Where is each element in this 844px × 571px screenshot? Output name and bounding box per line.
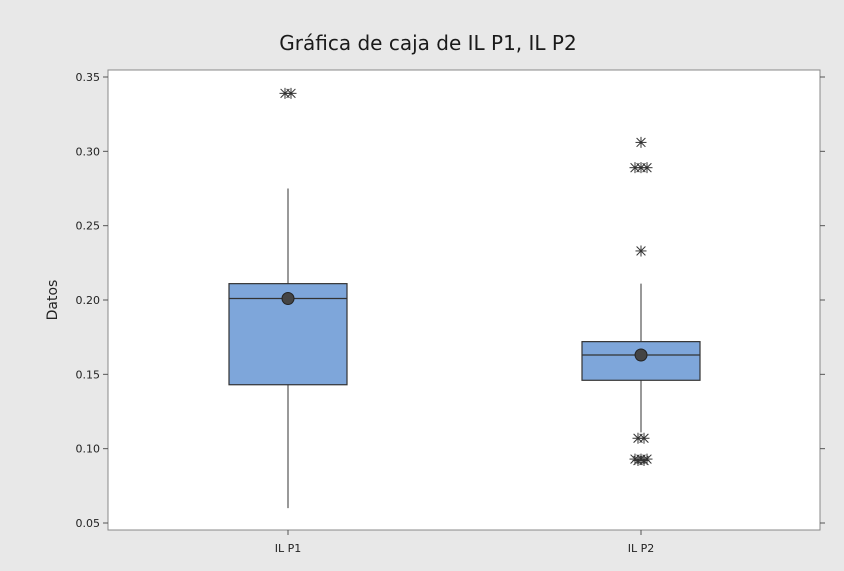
y-tick-label: 0.30 xyxy=(76,145,101,158)
outlier-point xyxy=(285,87,297,99)
outlier-point xyxy=(635,245,647,257)
outlier-point xyxy=(635,136,647,148)
outlier-point xyxy=(641,162,653,174)
chart-marks: 0.05 0.10 0.15 0.20 0.25 0.30 0.35 IL P1 IL P2 xyxy=(76,71,825,555)
mean-marker xyxy=(634,348,648,362)
mean-marker xyxy=(281,292,295,306)
box-il-p1 xyxy=(228,283,348,386)
outlier-point xyxy=(638,432,650,444)
x-tick-label: IL P1 xyxy=(275,542,302,555)
y-tick-label: 0.25 xyxy=(76,220,101,233)
plot-area xyxy=(107,69,821,531)
y-tick-label: 0.35 xyxy=(76,71,101,84)
y-tick-label: 0.10 xyxy=(76,443,101,456)
y-tick-label: 0.15 xyxy=(76,368,101,381)
x-tick-label: IL P2 xyxy=(628,542,655,555)
y-axis-label: Datos xyxy=(45,280,61,321)
chart-title: Gráfica de caja de IL P1, IL P2 xyxy=(279,31,576,55)
y-tick-label: 0.20 xyxy=(76,294,101,307)
outlier-point xyxy=(638,455,650,467)
y-tick-label: 0.05 xyxy=(76,517,101,530)
